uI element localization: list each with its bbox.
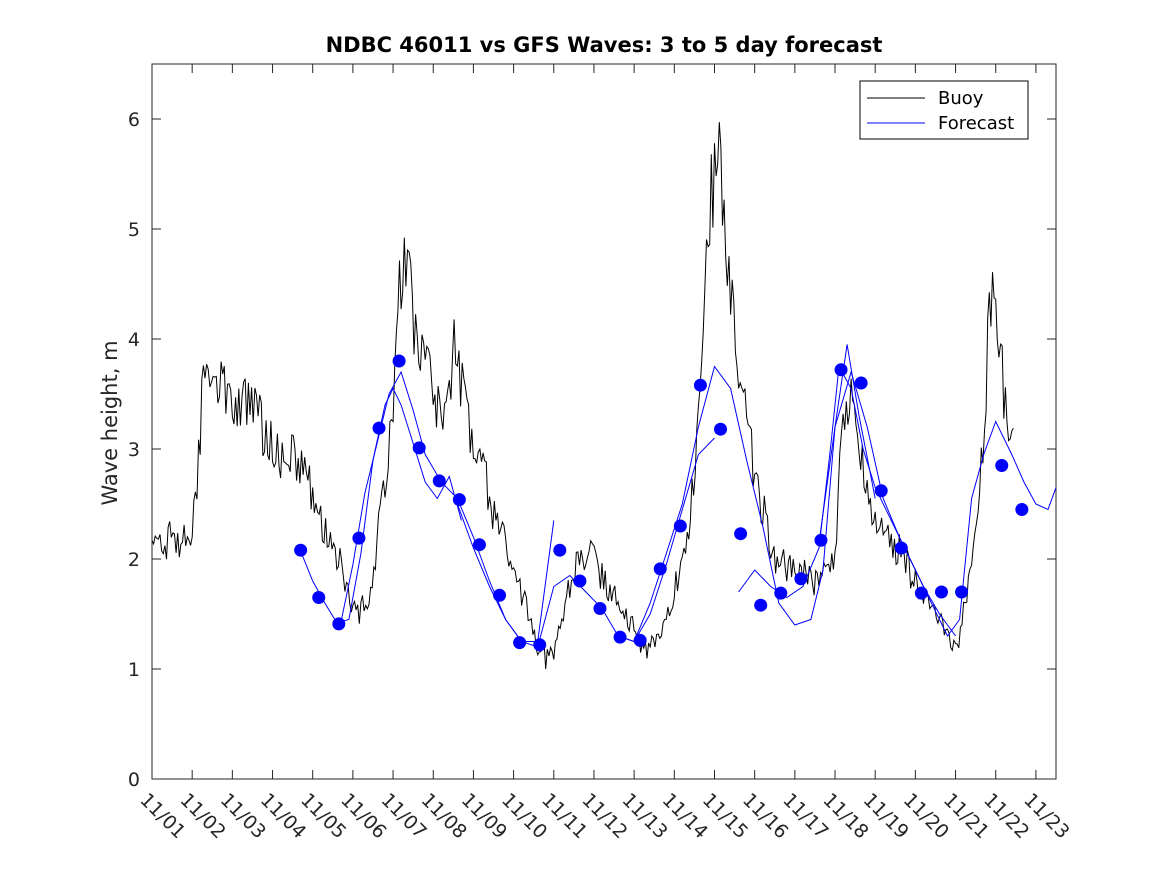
forecast-marker xyxy=(693,378,707,392)
forecast-marker xyxy=(312,591,326,604)
forecast-marker xyxy=(1015,503,1029,516)
y-tick-label: 5 xyxy=(128,219,140,241)
y-tick-label: 2 xyxy=(128,549,140,571)
forecast-marker xyxy=(894,541,908,555)
forecast-marker xyxy=(573,574,587,588)
forecast-marker xyxy=(874,484,888,498)
series-forecast-6 xyxy=(818,370,1057,637)
forecast-marker xyxy=(392,354,406,368)
forecast-marker xyxy=(934,585,948,599)
forecast-marker xyxy=(372,421,386,435)
forecast-marker xyxy=(653,562,667,576)
forecast-marker xyxy=(493,588,507,602)
y-tick-label: 3 xyxy=(128,439,140,461)
forecast-marker xyxy=(794,572,808,586)
forecast-marker xyxy=(633,633,647,647)
series-forecast-3 xyxy=(456,437,715,648)
forecast-marker xyxy=(553,543,567,557)
y-axis-label: Wave height, m xyxy=(98,340,122,505)
forecast-marker xyxy=(714,422,728,436)
forecast-marker xyxy=(995,459,1009,472)
series-forecast-1 xyxy=(300,387,462,624)
legend-box xyxy=(859,80,1029,140)
chart-title: NDBC 46011 vs GFS Waves: 3 to 5 day fore… xyxy=(326,33,883,57)
forecast-marker xyxy=(854,376,868,390)
y-tick-label: 0 xyxy=(128,769,140,791)
forecast-marker xyxy=(955,585,969,599)
forecast-marker xyxy=(613,630,627,644)
y-tick-label: 4 xyxy=(128,329,140,351)
forecast-marker xyxy=(452,493,466,507)
forecast-marker xyxy=(914,586,928,600)
forecast-marker xyxy=(533,638,547,652)
forecast-marker xyxy=(814,533,828,547)
forecast-marker xyxy=(432,474,446,488)
forecast-marker xyxy=(734,527,748,541)
forecast-marker xyxy=(834,363,848,377)
legend: Buoy Forecast xyxy=(859,80,1029,140)
forecast-marker xyxy=(673,519,687,533)
forecast-marker xyxy=(412,441,426,455)
axes-box xyxy=(151,63,1057,780)
legend-buoy-label: Buoy xyxy=(938,88,984,109)
y-tick-label: 1 xyxy=(128,659,140,681)
series-buoy xyxy=(151,122,1014,670)
forecast-marker xyxy=(593,602,607,615)
forecast-marker xyxy=(352,531,366,545)
forecast-marker xyxy=(332,617,346,631)
forecast-marker xyxy=(513,636,527,650)
forecast-marker xyxy=(774,586,788,600)
series-forecast-4 xyxy=(617,344,876,643)
forecast-marker xyxy=(294,543,308,557)
legend-forecast-label: Forecast xyxy=(938,113,1014,134)
y-tick-label: 6 xyxy=(128,109,140,131)
forecast-marker xyxy=(754,598,768,612)
forecast-marker xyxy=(472,538,486,552)
